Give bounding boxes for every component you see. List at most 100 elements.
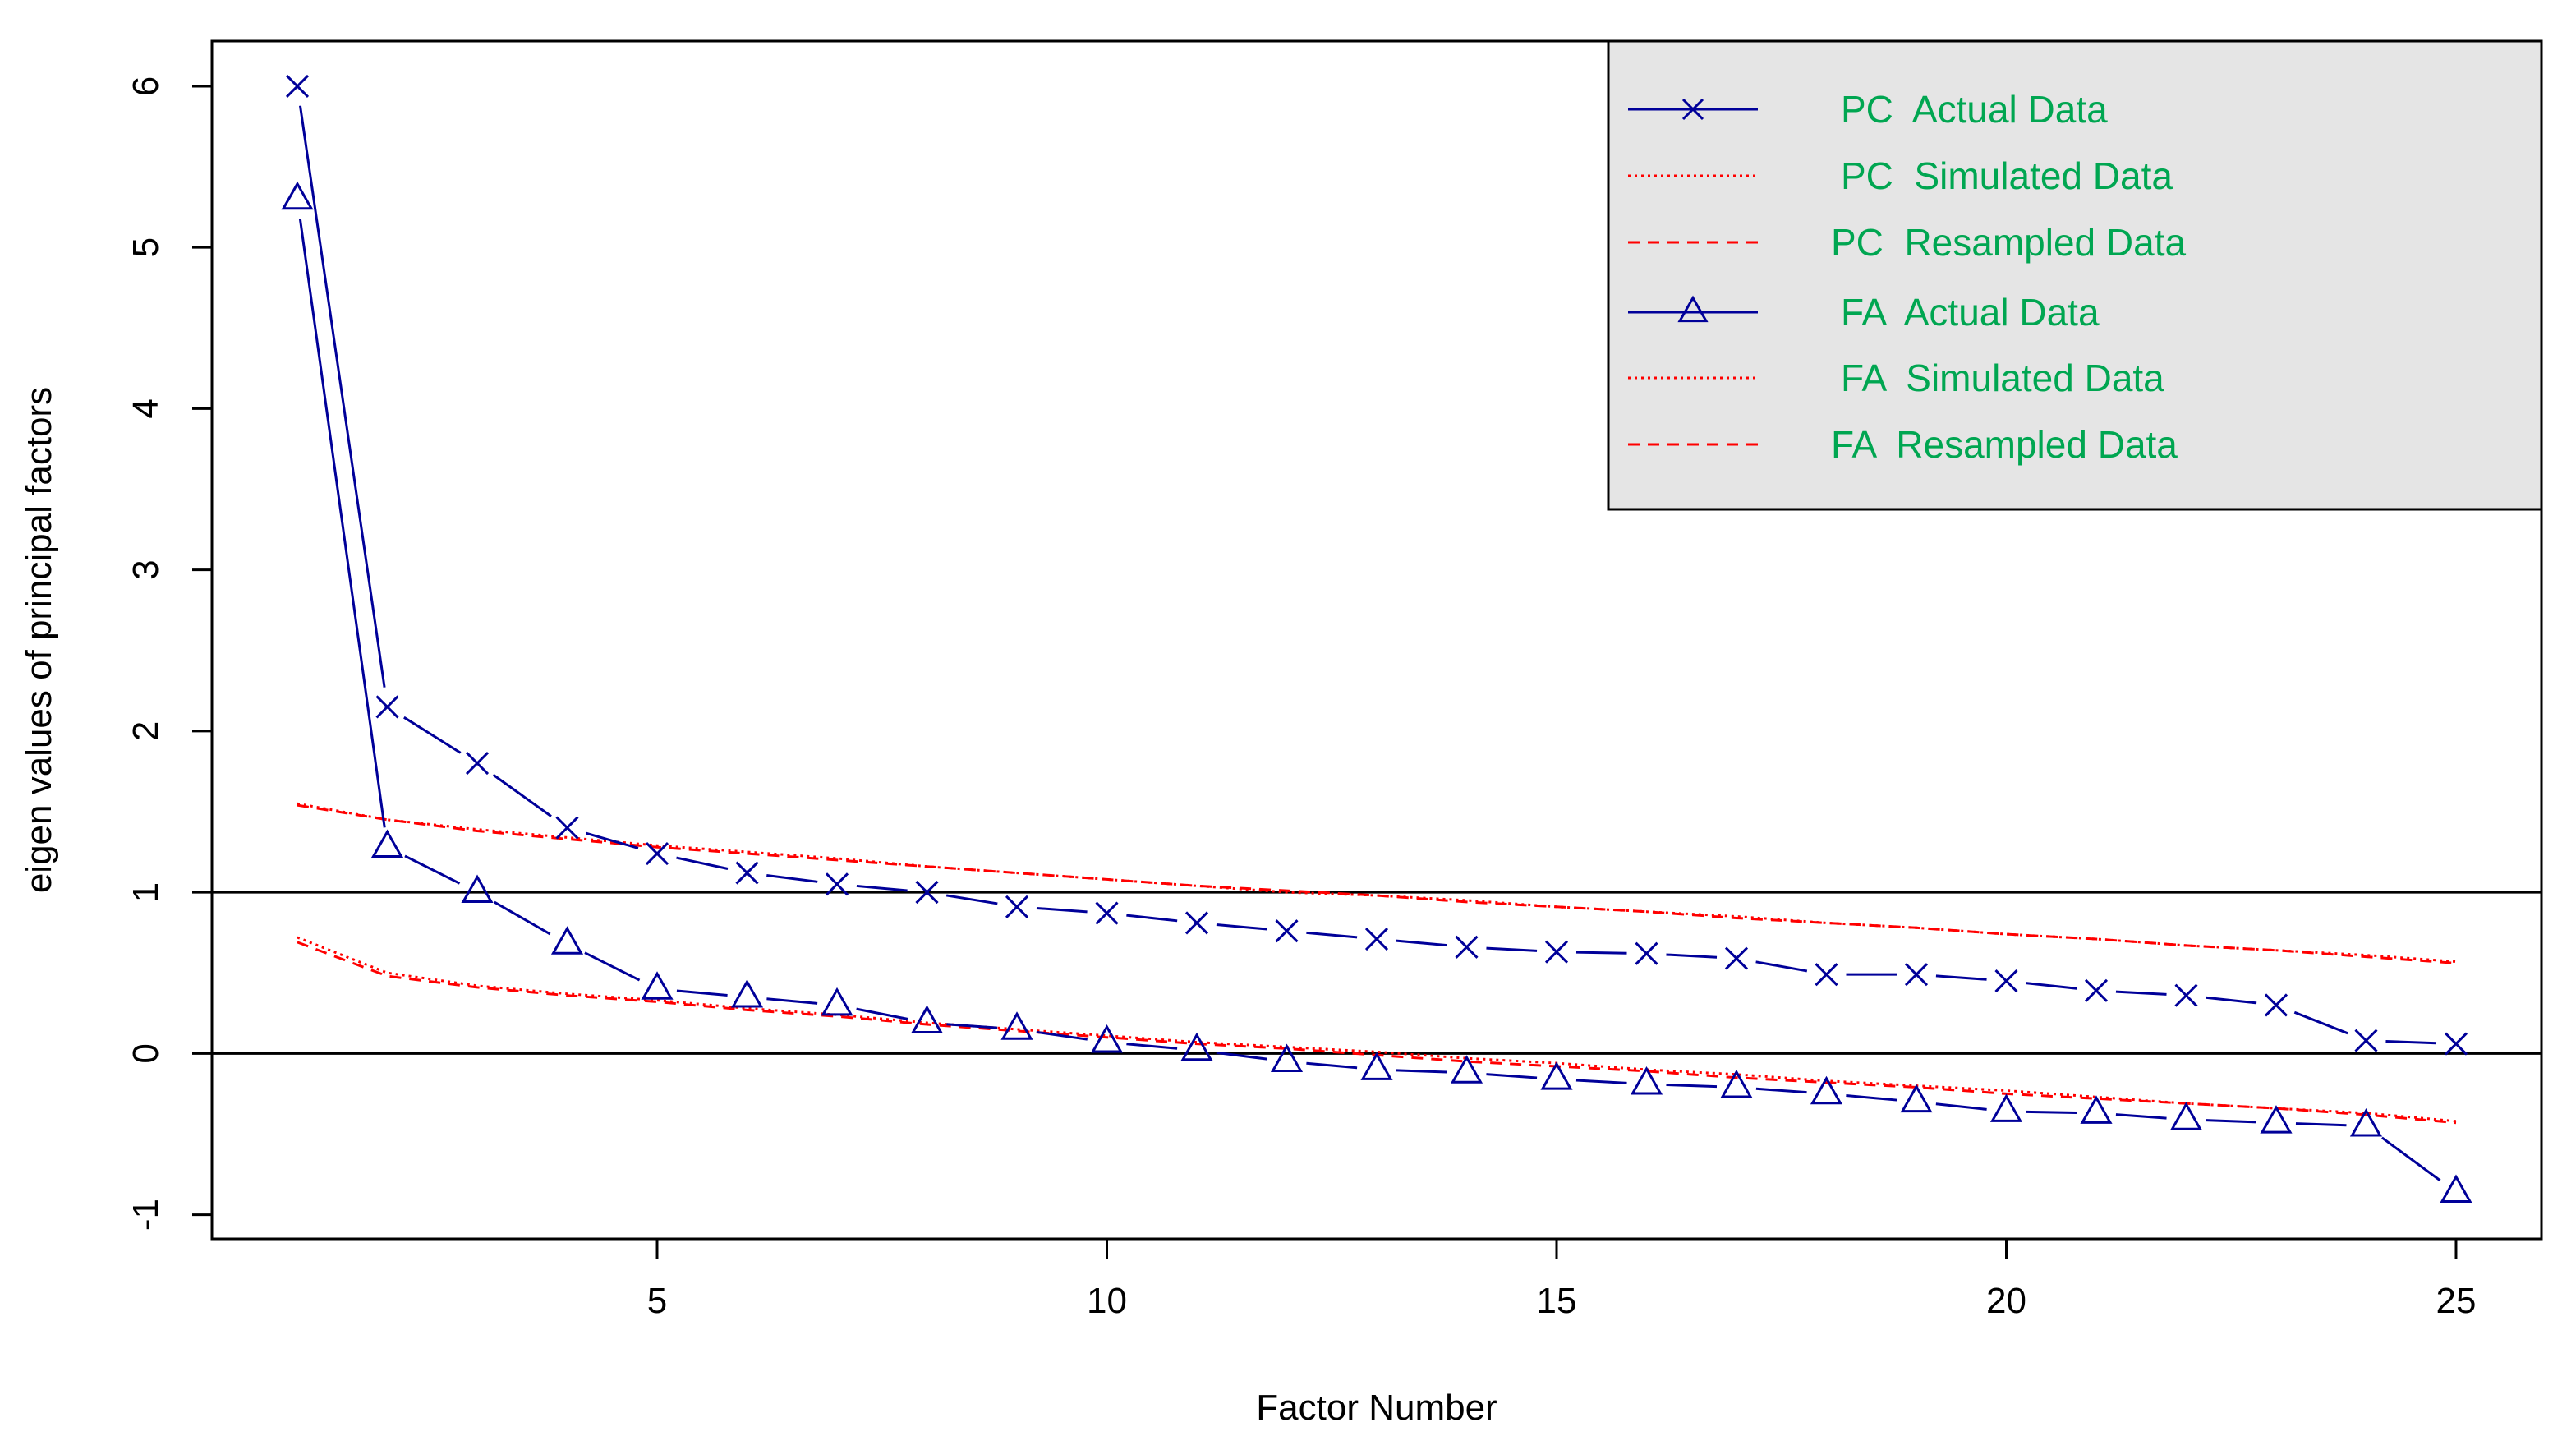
x-marker: [1005, 895, 1029, 918]
triangle-marker: [1990, 1093, 2023, 1122]
x-marker: [825, 872, 849, 896]
series-segment: [2206, 996, 2257, 1005]
triangle-marker: [2260, 1105, 2293, 1134]
triangle-marker: [1180, 1032, 1213, 1061]
x-marker: [2444, 1032, 2468, 1056]
x-marker: [555, 816, 579, 840]
x-marker: [2084, 978, 2109, 1002]
series-segment: [856, 1007, 908, 1020]
x-marker: [1994, 969, 2018, 993]
x-marker: [2264, 993, 2288, 1017]
series-segment: [2115, 1113, 2167, 1120]
series-segment: [584, 951, 641, 982]
series-segment: [404, 854, 461, 885]
triangle-marker: [2440, 1174, 2472, 1203]
legend-item: PC Resampled Data: [1628, 221, 2186, 264]
series-segment: [1306, 931, 1358, 939]
series-segment: [298, 105, 386, 688]
series-segment: [856, 884, 908, 892]
series-segment: [1486, 946, 1538, 952]
series-segment: [1216, 1051, 1267, 1061]
series-segment: [2026, 982, 2077, 990]
series-segment: [403, 716, 462, 754]
triangle-marker: [1360, 1052, 1393, 1080]
series-segment: [1755, 1087, 1807, 1094]
series-segment: [586, 831, 639, 849]
x-marker: [285, 74, 310, 99]
series-line: [297, 803, 2457, 964]
x-axis: 5 10 15 20 25: [647, 1237, 2477, 1321]
series-fa-simulated-data: [297, 936, 2457, 1123]
legend-item: FA Simulated Data: [1628, 357, 2164, 399]
series-pc-actual-data: [285, 74, 2468, 1056]
series-segment: [676, 856, 729, 870]
x-marker: [1635, 941, 1658, 965]
legend: PC Actual Data PC Simulated Data PC Resamp…: [1607, 39, 2543, 511]
series-layer: [281, 74, 2472, 1203]
legend-item: FA Resampled Data: [1628, 423, 2178, 466]
series-segment: [2206, 1119, 2257, 1124]
y-tick-label: 3: [126, 559, 166, 579]
triangle-marker: [281, 181, 314, 210]
triangle-marker: [1677, 295, 1709, 323]
triangle-marker: [1450, 1055, 1484, 1084]
series-segment: [1576, 1079, 1627, 1084]
triangle-marker: [1000, 1011, 1033, 1040]
series-segment: [946, 1023, 998, 1029]
series-pc-resampled-data: [297, 803, 2457, 964]
y-tick-label: 2: [126, 721, 166, 741]
series-segment: [1935, 974, 1987, 981]
series-segment: [1666, 953, 1718, 959]
x-marker: [465, 752, 490, 776]
triangle-marker: [1090, 1024, 1124, 1053]
triangle-marker: [1720, 1069, 1753, 1098]
legend-item: FA Actual Data: [1628, 291, 2100, 334]
series-segment: [1846, 1094, 1898, 1102]
triangle-marker: [1630, 1066, 1663, 1095]
triangle-marker: [641, 971, 674, 1000]
series-line: [297, 802, 2457, 963]
x-tick-label: 25: [2436, 1281, 2477, 1321]
series-segment: [766, 997, 818, 1005]
series-segment: [1036, 906, 1088, 914]
legend-label: PC Resampled Data: [1831, 221, 2186, 264]
series-segment: [945, 894, 998, 905]
x-marker: [1724, 946, 1749, 970]
x-marker: [915, 881, 939, 905]
x-marker: [1095, 901, 1119, 925]
triangle-marker: [2169, 1102, 2203, 1130]
y-tick-label: -1: [126, 1199, 166, 1231]
series-pc-simulated-data: [297, 802, 2457, 963]
x-marker: [1455, 935, 1479, 959]
series-segment: [1396, 1069, 1447, 1074]
legend-box: [1607, 39, 2543, 511]
x-marker: [375, 695, 399, 719]
x-marker: [1275, 919, 1299, 943]
series-segment: [2115, 990, 2167, 996]
x-tick-label: 10: [1087, 1281, 1127, 1321]
series-segment: [676, 989, 728, 997]
legend-item: PC Simulated Data: [1628, 154, 2173, 197]
series-segment: [2295, 1122, 2347, 1127]
series-segment: [298, 218, 386, 828]
series-segment: [494, 900, 551, 936]
triangle-marker: [910, 1005, 944, 1033]
triangle-marker: [1900, 1084, 1933, 1113]
series-fa-actual-data: [281, 181, 2472, 1203]
x-tick-label: 5: [647, 1281, 667, 1321]
y-tick-label: 4: [126, 398, 166, 418]
triangle-marker: [370, 829, 404, 858]
x-marker: [1815, 963, 1838, 987]
legend-label: PC Actual Data: [1841, 88, 2108, 131]
series-segment: [1036, 1030, 1088, 1041]
triangle-marker: [461, 874, 494, 903]
series-segment: [2385, 1039, 2437, 1045]
triangle-marker: [1540, 1061, 1573, 1090]
series-segment: [2293, 1010, 2348, 1035]
series-segment: [1486, 1073, 1538, 1079]
series-segment: [1666, 1083, 1718, 1089]
triangle-marker: [821, 987, 853, 1016]
triangle-marker: [1270, 1043, 1304, 1073]
legend-label: PC Simulated Data: [1841, 154, 2173, 197]
